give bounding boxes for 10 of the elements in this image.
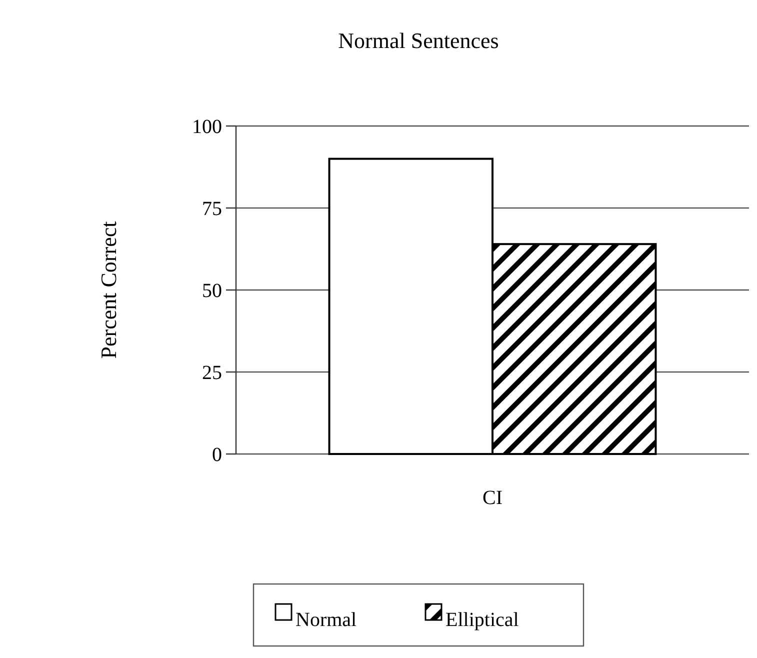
x-tick-label: CI xyxy=(482,487,502,509)
y-tick-label: 25 xyxy=(202,362,222,384)
chart-title: Normal Sentences xyxy=(338,28,499,53)
legend-label: Normal xyxy=(296,609,358,631)
y-tick-label: 75 xyxy=(202,198,222,220)
y-axis-title: Percent Correct xyxy=(96,221,121,359)
legend-label: Elliptical xyxy=(446,609,520,631)
y-tick-label: 100 xyxy=(192,116,222,138)
y-tick-label: 0 xyxy=(212,444,222,466)
y-tick-label: 50 xyxy=(202,280,222,302)
